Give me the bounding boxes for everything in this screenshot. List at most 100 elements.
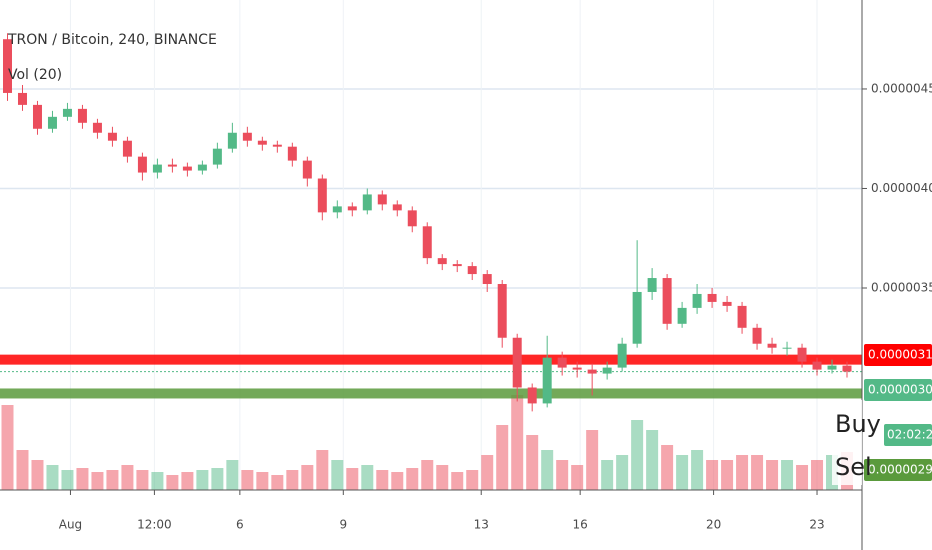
- volume-bar: [331, 460, 344, 490]
- volume-bar: [751, 455, 764, 490]
- price-tag: [864, 344, 932, 366]
- candle-body: [242, 132, 252, 141]
- candle-body: [572, 367, 582, 370]
- x-tick-label: 9: [339, 518, 347, 532]
- candle-body: [752, 327, 762, 344]
- candle-body: [527, 387, 537, 404]
- sell-button[interactable]: Sel: [835, 453, 872, 481]
- order-panel[interactable]: [832, 400, 862, 485]
- volume-bar: [166, 475, 179, 490]
- volume-bar: [706, 460, 719, 490]
- volume-bar: [211, 468, 224, 490]
- price-tag: [864, 379, 932, 401]
- candle-body: [842, 365, 852, 372]
- volume-bar: [196, 470, 209, 490]
- candle-body: [677, 307, 687, 324]
- x-tick-label: Aug: [59, 518, 82, 532]
- volume-bar: [316, 450, 329, 490]
- volume-bar: [571, 465, 584, 490]
- volume-bar: [496, 425, 509, 490]
- volume-bar: [556, 460, 569, 490]
- candle-body: [257, 140, 267, 145]
- candle-body: [362, 194, 372, 211]
- volume-bar: [436, 465, 449, 490]
- buy-button[interactable]: Buy: [835, 410, 881, 438]
- candle-body: [647, 278, 657, 292]
- volume-bar: [766, 460, 779, 490]
- volume-bar: [136, 470, 149, 490]
- volume-bar: [301, 465, 314, 490]
- volume-bar: [586, 430, 599, 490]
- candle-body: [512, 337, 522, 388]
- volume-bar: [781, 460, 794, 490]
- candle-body: [152, 164, 162, 173]
- price-tag-label: 0.00000308: [868, 383, 932, 397]
- volume-bar: [106, 470, 119, 490]
- candle-body: [317, 178, 327, 213]
- candle-body: [587, 369, 597, 374]
- volume-bar: [796, 465, 809, 490]
- volume-bar: [616, 455, 629, 490]
- candle-body: [47, 116, 57, 129]
- volume-bar: [541, 450, 554, 490]
- volume-bar: [76, 468, 89, 490]
- volume-bar: [481, 455, 494, 490]
- volume-bar: [691, 450, 704, 490]
- volume-bar: [361, 465, 374, 490]
- volume-bar: [241, 470, 254, 490]
- candle-body: [602, 367, 612, 374]
- volume-bar: [151, 472, 164, 490]
- candle-body: [542, 357, 552, 404]
- volume-bar: [46, 465, 59, 490]
- volume-bar: [511, 395, 524, 490]
- volume-bar: [1, 405, 14, 490]
- volume-bar: [376, 470, 389, 490]
- candle-body: [392, 204, 402, 211]
- volume-bar: [256, 472, 269, 490]
- level-band: [0, 388, 862, 399]
- volume-bar: [226, 460, 239, 490]
- candle-body: [197, 164, 207, 171]
- candle-body: [287, 146, 297, 161]
- candle-body: [137, 156, 147, 173]
- candle-body: [122, 140, 132, 157]
- candle-body: [497, 284, 507, 338]
- volume-bar: [466, 470, 479, 490]
- candle-body: [377, 194, 387, 205]
- candle-body: [347, 206, 357, 211]
- volume-bar: [31, 460, 44, 490]
- candle-body: [212, 148, 222, 165]
- candle-body: [17, 92, 27, 105]
- volume-bar: [391, 472, 404, 490]
- candle-body: [302, 160, 312, 179]
- candle-body: [692, 293, 702, 308]
- volume-bar: [451, 472, 464, 490]
- candle-body: [467, 266, 477, 275]
- x-tick-label: 20: [706, 518, 721, 532]
- candle-body: [482, 274, 492, 285]
- volume-bar: [346, 468, 359, 490]
- price-tag-label: 0.00000297: [868, 463, 932, 477]
- volume-bar: [646, 430, 659, 490]
- volume-bar: [601, 460, 614, 490]
- price-tag-label: 0.00000314: [868, 348, 932, 362]
- candle-body: [32, 104, 42, 129]
- volume-bar: [676, 455, 689, 490]
- x-tick-label: 23: [809, 518, 824, 532]
- candle-body: [737, 305, 747, 328]
- candle-body: [422, 226, 432, 259]
- candle-body: [827, 365, 837, 370]
- candle-body: [707, 293, 717, 302]
- candle-body: [767, 343, 777, 348]
- candle-body: [437, 258, 447, 265]
- indicator-label: Vol (20): [8, 67, 62, 83]
- y-tick-label: 0.00000400: [871, 181, 932, 195]
- candle-body: [2, 39, 12, 93]
- price-tag: [864, 459, 932, 481]
- volume-bar: [16, 450, 29, 490]
- candle-body: [407, 210, 417, 227]
- candle-body: [452, 264, 462, 267]
- candle-body: [227, 132, 237, 149]
- volume-bar: [811, 460, 824, 490]
